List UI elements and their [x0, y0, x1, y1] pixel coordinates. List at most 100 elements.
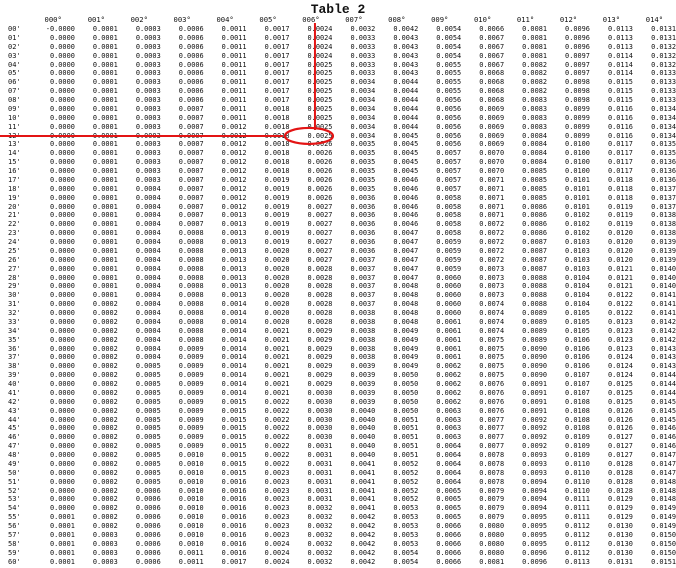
table-cell: 0.0011: [178, 548, 204, 557]
table-cell: 0.0140: [651, 264, 676, 273]
table-cell: 0.0147: [651, 451, 676, 459]
table-cell: 0.0006: [135, 513, 161, 522]
table-cell: 0.0021: [264, 335, 290, 344]
table-cell: 0.0006: [135, 522, 161, 530]
table-cell: 0.0119: [607, 202, 633, 211]
table-cell: 0.0023: [264, 468, 290, 477]
table-cell: 0.0000: [49, 96, 75, 104]
table-cell: 0.0034: [350, 87, 376, 96]
table-cell: 0.0026: [307, 140, 333, 149]
table-cell: 0.0046: [393, 202, 419, 211]
table-cell: 0.0139: [651, 246, 676, 255]
table-cell: 0.0027: [307, 246, 333, 255]
table-cell: 0.0096: [522, 557, 548, 566]
table-cell: 0.0143: [651, 344, 676, 353]
table-cell: 0.0014: [221, 309, 247, 317]
table-cell: 0.0106: [565, 335, 590, 344]
table-cell: 0.0082: [522, 87, 548, 96]
table-cell: 0.0012: [221, 184, 247, 193]
row-label: 50': [8, 468, 21, 477]
table-cell: 0.0073: [479, 273, 505, 282]
table-cell: 0.0006: [178, 25, 204, 33]
table-cell: 0.0030: [307, 388, 333, 397]
table-cell: 0.0062: [436, 388, 462, 397]
table-cell: 0.0007: [178, 131, 204, 140]
table-cell: 0.0069: [479, 131, 505, 140]
table-row: 43' 0.0000 0.0002 0.0005 0.0009 0.0015 0.0022 0…: [8, 407, 676, 416]
table-cell: 0.0016: [221, 513, 247, 522]
table-cell: 0.0017: [264, 42, 290, 51]
table-cell: 0.0063: [436, 415, 462, 424]
table-cell: 0.0029: [307, 380, 333, 388]
table-cell: 0.0023: [264, 530, 290, 539]
row-label: 33': [8, 317, 21, 326]
table-cell: 0.0117: [607, 167, 633, 175]
table-cell: 0.0003: [135, 33, 161, 42]
table-cell: 0.0015: [221, 397, 247, 406]
table-cell: 0.0071: [479, 211, 505, 220]
table-cell: 0.0096: [565, 25, 590, 33]
table-cell: 0.0052: [393, 459, 419, 468]
table-cell: 0.0000: [49, 424, 75, 433]
table-row: 02' 0.0000 0.0001 0.0003 0.0006 0.0011 0.0017 0…: [8, 43, 676, 52]
table-row: 25' 0.0000 0.0001 0.0004 0.0008 0.0013 0.0020 0…: [8, 247, 676, 256]
table-cell: 0.0055: [436, 87, 462, 96]
table-cell: 0.0074: [479, 300, 505, 309]
table-cell: 0.0085: [522, 167, 548, 175]
table-cell: 0.0011: [221, 78, 247, 87]
table-cell: 0.0016: [221, 495, 247, 504]
table-cell: 0.0021: [264, 371, 290, 380]
table-cell: 0.0136: [651, 175, 676, 184]
table-cell: 0.0077: [479, 442, 505, 451]
table-cell: 0.0046: [393, 211, 419, 220]
table-cell: 0.0008: [178, 335, 204, 344]
column-header: 004°: [216, 15, 234, 24]
column-header: 009°: [431, 15, 449, 24]
table-cell: 0.0001: [92, 42, 118, 51]
table-cell: 0.0105: [565, 317, 590, 326]
table-cell: 0.0030: [307, 424, 333, 433]
table-cell: 0.0005: [135, 459, 161, 468]
table-cell: 0.0001: [92, 211, 118, 220]
table-cell: 0.0124: [607, 362, 633, 371]
table-cell: 0.0012: [221, 167, 247, 175]
table-cell: 0.0007: [178, 193, 204, 202]
row-label: 10': [8, 113, 21, 122]
table-cell: 0.0040: [350, 415, 376, 424]
table-cell: 0.0012: [221, 122, 247, 131]
row-label: 12': [8, 131, 21, 140]
table-cell: 0.0007: [178, 140, 204, 149]
table-cell: 0.0007: [178, 175, 204, 184]
table-cell: 0.0120: [607, 255, 633, 264]
table-cell: 0.0134: [651, 131, 676, 140]
table-cell: 0.0148: [651, 495, 676, 504]
table-cell: 0.0009: [178, 406, 204, 415]
table-cell: 0.0004: [135, 353, 161, 362]
table-row: 00' -0.0000 0.0001 0.0003 0.0006 0.0011 0.0017…: [8, 25, 676, 34]
table-cell: 0.0098: [565, 78, 590, 87]
table-cell: 0.0144: [651, 371, 676, 380]
table-cell: 0.0114: [607, 69, 633, 78]
table-cell: 0.0076: [479, 406, 505, 415]
table-cell: 0.0011: [221, 42, 247, 51]
table-row: 12' 0.0000 0.0001 0.0003 0.0007 0.0012 0.0018 0…: [8, 132, 676, 141]
table-cell: 0.0065: [436, 504, 462, 513]
table-cell: 0.0000: [49, 167, 75, 175]
table-cell: 0.0003: [135, 69, 161, 78]
table-cell: 0.0014: [221, 380, 247, 388]
table-cell: 0.0048: [393, 291, 419, 300]
table-cell: 0.0101: [565, 202, 590, 211]
row-label: 27': [8, 264, 21, 273]
row-label: 28': [8, 273, 21, 282]
table-cell: 0.0108: [565, 415, 590, 424]
table-cell: 0.0014: [221, 344, 247, 353]
table-cell: 0.0118: [607, 184, 633, 193]
table-cell: 0.0002: [92, 380, 118, 388]
table-cell: 0.0006: [135, 495, 161, 504]
table-cell: 0.0060: [436, 300, 462, 309]
table-cell: 0.0089: [522, 326, 548, 335]
table-cell: 0.0001: [92, 220, 118, 229]
table-cell: 0.0088: [522, 282, 548, 291]
row-label: 58': [8, 539, 21, 548]
table-cell: 0.0023: [264, 513, 290, 522]
